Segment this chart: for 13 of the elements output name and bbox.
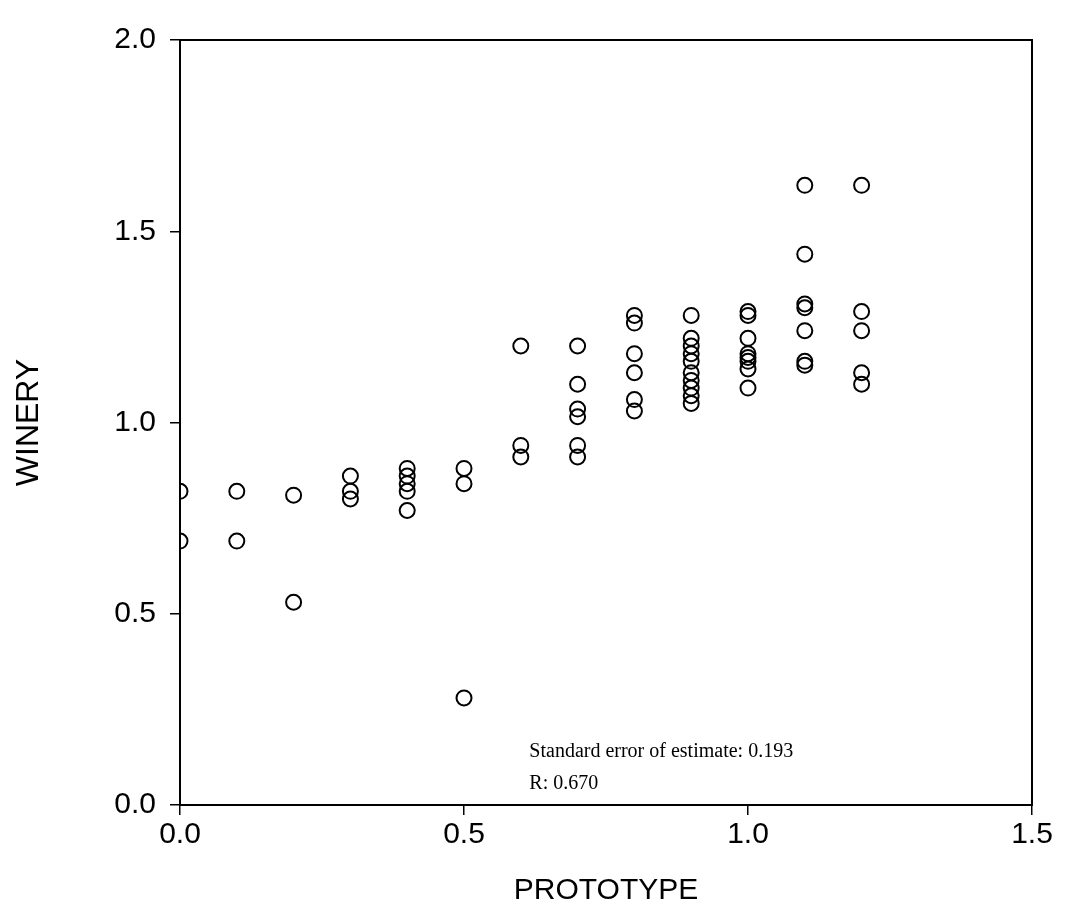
x-tick-label: 1.0	[727, 816, 769, 850]
y-tick-label: 0.0	[114, 786, 156, 820]
annotation: Standard error of estimate: 0.193	[529, 739, 794, 761]
y-tick-label: 1.5	[114, 212, 156, 246]
y-tick-label: 1.0	[114, 403, 156, 437]
x-tick-label: 1.5	[1011, 816, 1053, 850]
annotation: R: 0.670	[529, 771, 599, 793]
x-axis-title: PROTOTYPE	[513, 872, 699, 906]
x-tick-label: 0.5	[443, 816, 485, 850]
y-axis-title: WINERY	[9, 358, 46, 487]
y-tick-label: 2.0	[114, 21, 156, 55]
y-tick-label: 0.5	[114, 595, 156, 629]
x-tick-label: 0.0	[159, 816, 201, 850]
